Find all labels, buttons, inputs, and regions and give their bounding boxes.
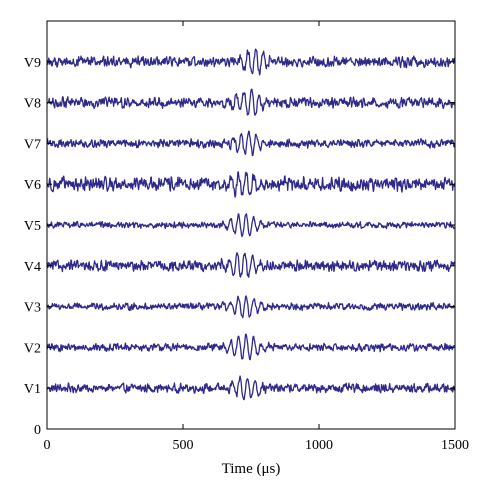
y-tick-label: V2 bbox=[24, 341, 41, 356]
trace-group bbox=[46, 48, 456, 401]
y-tick-label: 0 bbox=[34, 423, 41, 438]
x-axis-title: Time (μs) bbox=[222, 461, 281, 477]
y-tick-label: V6 bbox=[24, 178, 41, 193]
x-tick-label: 1000 bbox=[305, 438, 333, 453]
trace-v5 bbox=[46, 213, 456, 238]
x-tick-label: 500 bbox=[173, 438, 194, 453]
trace-v4 bbox=[46, 252, 456, 278]
y-tick-label: V8 bbox=[24, 97, 41, 112]
y-tick-label: V4 bbox=[24, 260, 41, 275]
trace-v7 bbox=[46, 130, 456, 157]
y-tick-label: V1 bbox=[24, 382, 41, 397]
y-tick-label: V5 bbox=[24, 219, 41, 234]
y-axis: 0 V1 V2 V3 V4 V5 V6 V7 V8 V9 bbox=[24, 56, 455, 438]
trace-v9 bbox=[46, 48, 456, 76]
y-tick-label: V3 bbox=[24, 301, 41, 316]
x-tick-label: 0 bbox=[44, 438, 51, 453]
trace-v3 bbox=[46, 295, 456, 319]
trace-v8 bbox=[46, 88, 456, 116]
trace-v2 bbox=[46, 333, 456, 361]
trace-v1 bbox=[46, 375, 456, 401]
x-axis: 0 500 1000 1500 bbox=[44, 21, 469, 453]
x-tick-label: 1500 bbox=[441, 438, 469, 453]
y-tick-label: V7 bbox=[24, 137, 41, 152]
y-tick-label: V9 bbox=[24, 56, 41, 71]
trace-v6 bbox=[46, 171, 456, 198]
